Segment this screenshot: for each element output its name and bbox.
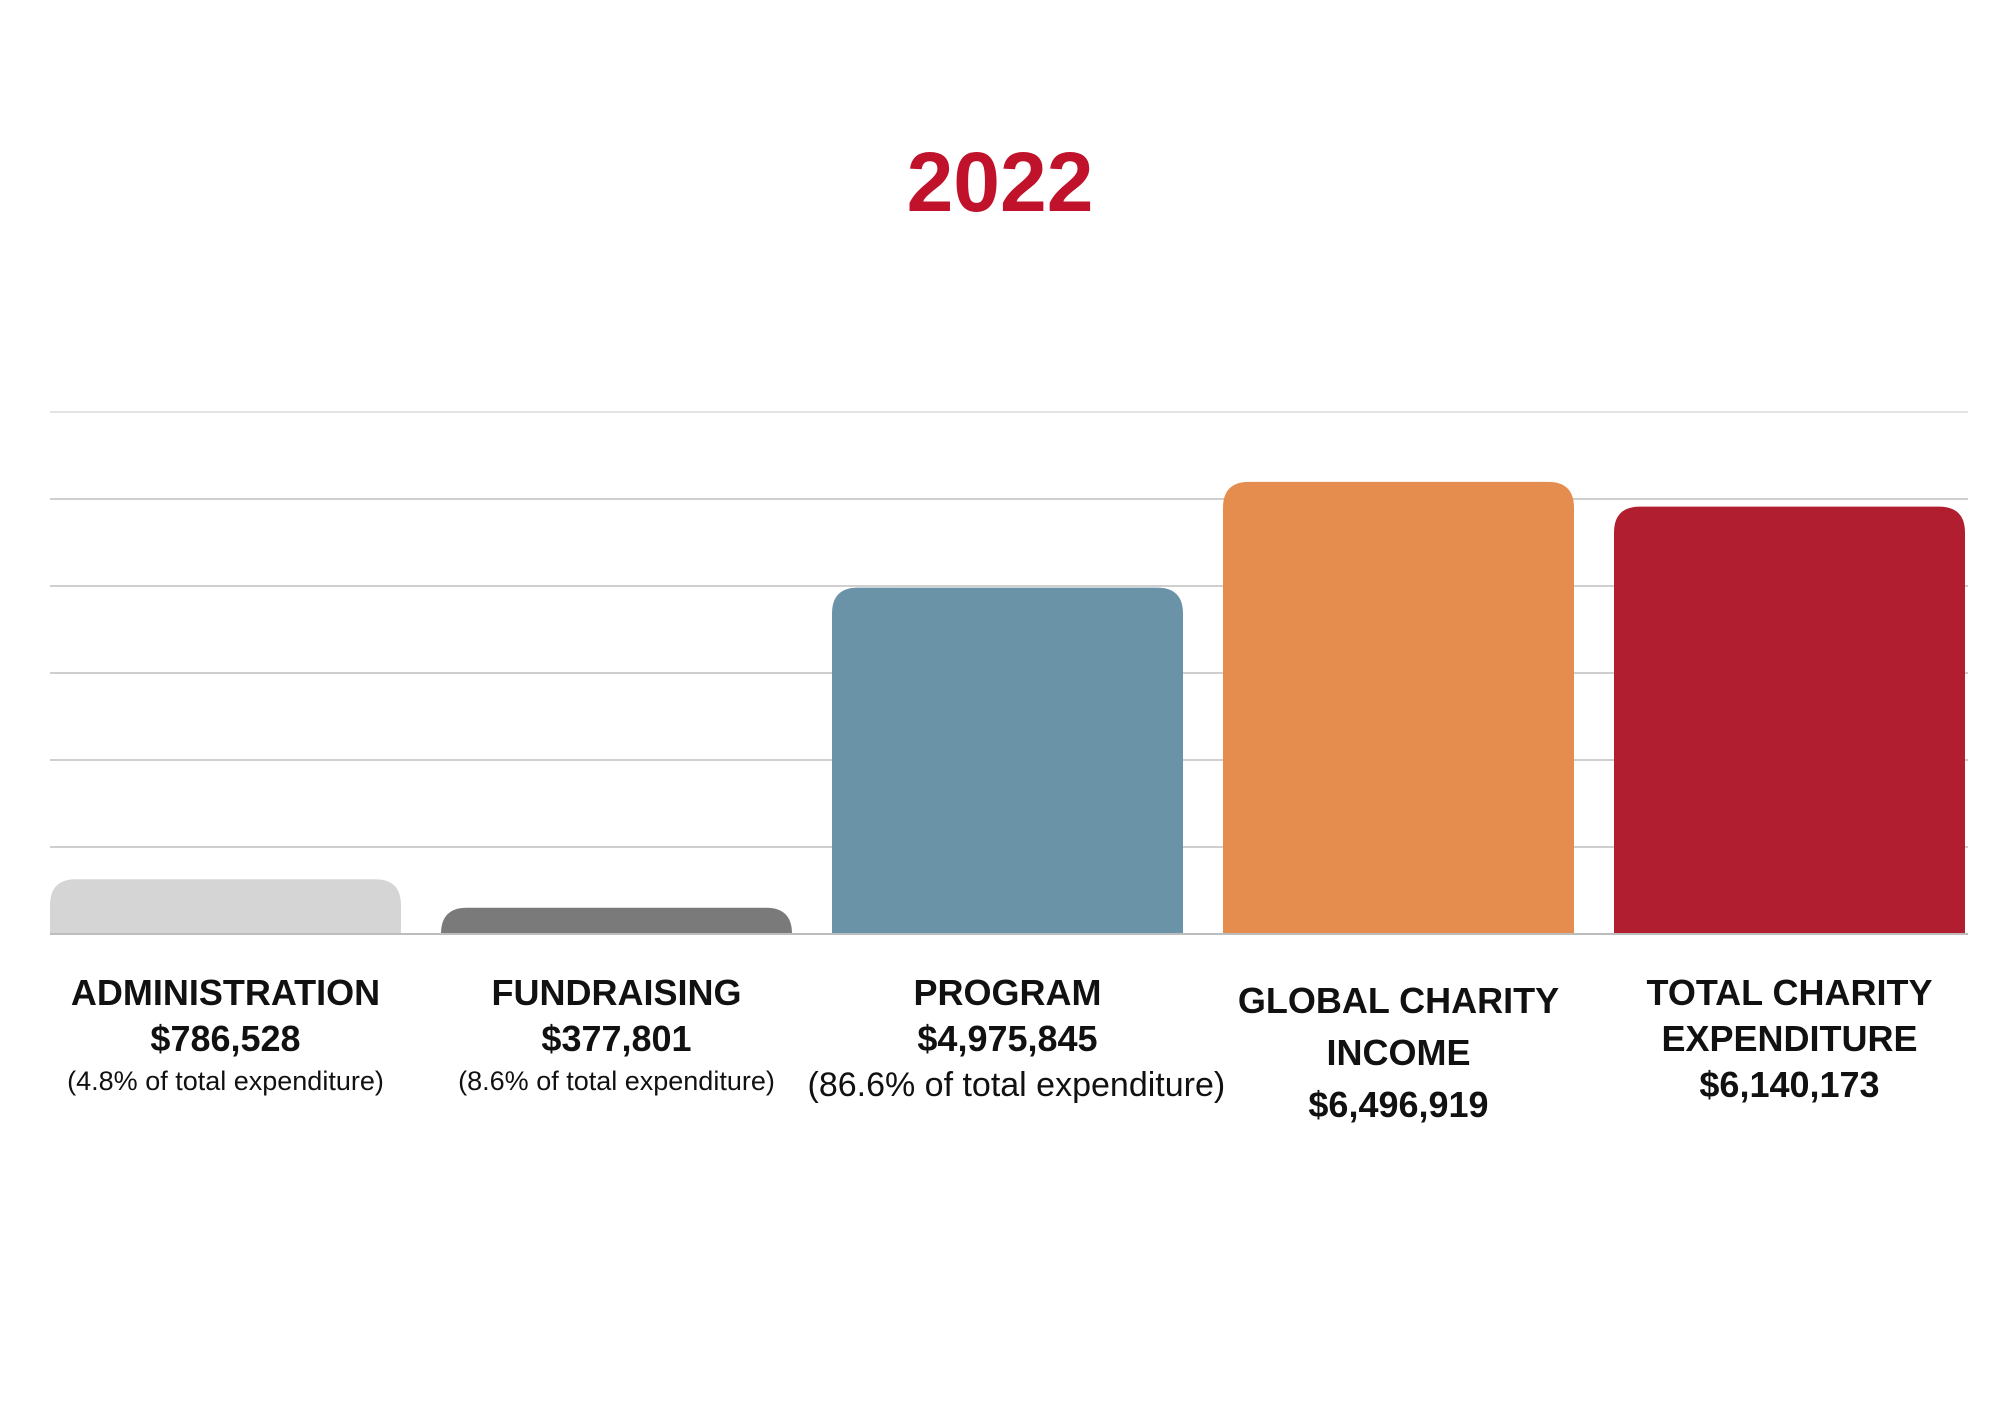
value-label: $786,528 <box>150 1018 301 1059</box>
value-label: $4,975,845 <box>917 1018 1098 1059</box>
value-label: $6,140,173 <box>1699 1064 1880 1105</box>
category-name: ADMINISTRATION <box>70 972 381 1013</box>
category-label-administration: ADMINISTRATION $786,528 (4.8% of total e… <box>26 970 426 1100</box>
bar-global-charity-income <box>1223 481 1574 934</box>
category-label-total-charity-expenditure: TOTAL CHARITY EXPENDITURE $6,140,173 <box>1590 970 1990 1108</box>
category-name: GLOBAL CHARITY INCOME <box>1237 980 1560 1073</box>
category-label-fundraising: FUNDRAISING $377,801 (8.6% of total expe… <box>417 970 817 1100</box>
chart-title: 2022 <box>906 135 1094 229</box>
percent-note: (8.6% of total expenditure) <box>458 1066 775 1096</box>
category-name: FUNDRAISING <box>491 972 742 1013</box>
bars <box>50 481 1965 934</box>
bar-total-charity-expenditure <box>1614 506 1965 934</box>
percent-note: (86.6% of total expenditure) <box>807 1066 1226 1104</box>
bar-fundraising <box>441 907 792 934</box>
category-label-global-charity-income: GLOBAL CHARITY INCOME $6,496,919 <box>1199 975 1599 1131</box>
bar-administration <box>50 879 401 934</box>
category-name: PROGRAM <box>913 972 1102 1013</box>
category-label-program: PROGRAM $4,975,845 (86.6% of total expen… <box>807 970 1226 1108</box>
value-label: $6,496,919 <box>1308 1084 1489 1125</box>
bar-program <box>832 587 1183 934</box>
percent-note: (4.8% of total expenditure) <box>67 1066 384 1096</box>
value-label: $377,801 <box>541 1018 692 1059</box>
category-name: TOTAL CHARITY EXPENDITURE <box>1646 972 1933 1059</box>
